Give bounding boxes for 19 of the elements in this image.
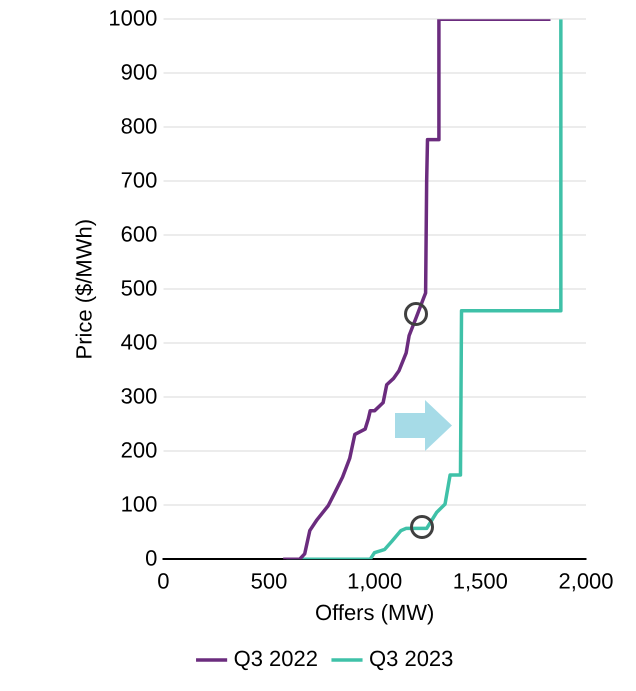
y-tick-label: 200 [120,437,158,462]
y-tick-label: 1000 [108,5,158,30]
y-tick-label: 800 [120,113,158,138]
y-tick-label: 700 [120,167,158,192]
y-tick-label: 500 [120,275,158,300]
y-axis-title: Price ($/MWh) [71,218,96,360]
x-tick-label: 1,000 [347,568,402,594]
y-tick-label: 0 [145,545,158,570]
legend-label: Q3 2023 [369,646,454,672]
x-tick-label: 1,500 [452,568,508,594]
legend-label: Q3 2022 [234,646,318,672]
y-tick-label: 400 [120,329,158,354]
x-tick-label: 500 [250,568,288,594]
y-tick-label: 600 [120,221,158,246]
y-tick-label: 300 [120,383,158,408]
y-tick-label: 900 [120,59,158,84]
y-tick-label: 100 [120,491,158,516]
x-tick-label: 2,000 [558,568,614,594]
x-axis-title: Offers (MW) [314,600,434,625]
